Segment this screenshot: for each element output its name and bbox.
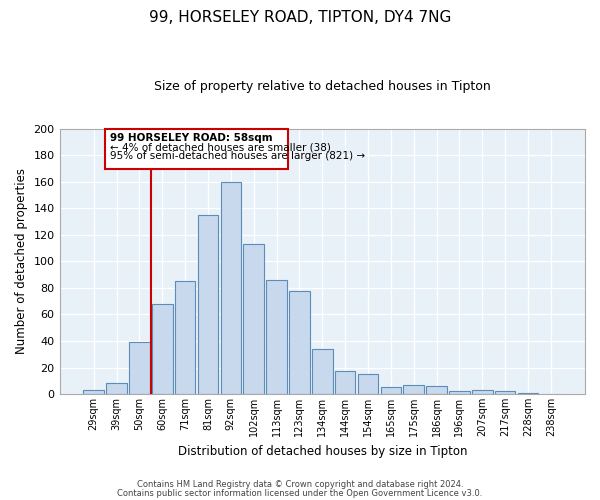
Bar: [198, 215, 218, 394]
Text: ← 4% of detached houses are smaller (38): ← 4% of detached houses are smaller (38): [110, 142, 331, 152]
Bar: [175, 282, 196, 394]
Title: Size of property relative to detached houses in Tipton: Size of property relative to detached ho…: [154, 80, 491, 93]
Bar: [152, 304, 173, 394]
Bar: [426, 386, 447, 394]
X-axis label: Distribution of detached houses by size in Tipton: Distribution of detached houses by size …: [178, 444, 467, 458]
Bar: [335, 372, 355, 394]
Y-axis label: Number of detached properties: Number of detached properties: [15, 168, 28, 354]
Bar: [221, 182, 241, 394]
Bar: [472, 390, 493, 394]
Text: 99, HORSELEY ROAD, TIPTON, DY4 7NG: 99, HORSELEY ROAD, TIPTON, DY4 7NG: [149, 10, 451, 25]
Text: 99 HORSELEY ROAD: 58sqm: 99 HORSELEY ROAD: 58sqm: [110, 133, 272, 143]
Bar: [129, 342, 150, 394]
FancyBboxPatch shape: [105, 129, 288, 168]
Bar: [266, 280, 287, 394]
Bar: [312, 349, 332, 394]
Bar: [518, 392, 538, 394]
Bar: [449, 392, 470, 394]
Bar: [403, 384, 424, 394]
Text: Contains public sector information licensed under the Open Government Licence v3: Contains public sector information licen…: [118, 488, 482, 498]
Bar: [380, 388, 401, 394]
Text: 95% of semi-detached houses are larger (821) →: 95% of semi-detached houses are larger (…: [110, 152, 365, 162]
Bar: [358, 374, 378, 394]
Text: Contains HM Land Registry data © Crown copyright and database right 2024.: Contains HM Land Registry data © Crown c…: [137, 480, 463, 489]
Bar: [495, 392, 515, 394]
Bar: [83, 390, 104, 394]
Bar: [106, 384, 127, 394]
Bar: [244, 244, 264, 394]
Bar: [289, 290, 310, 394]
